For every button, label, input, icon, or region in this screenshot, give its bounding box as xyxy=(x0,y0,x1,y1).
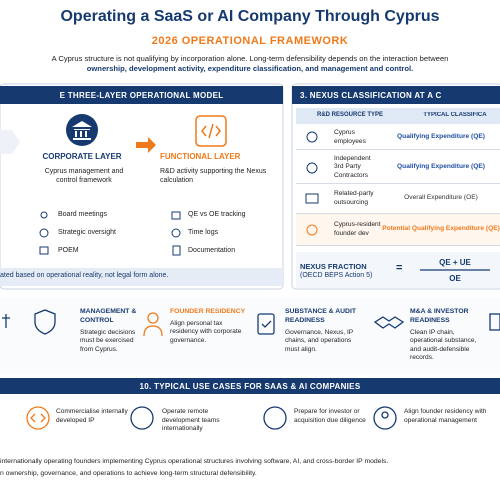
code-glyph xyxy=(201,123,221,139)
model-note-bg xyxy=(0,268,283,286)
cell: Overall Expenditure (OE) xyxy=(404,194,478,202)
subtitle: 2026 OPERATIONAL FRAMEWORK xyxy=(151,35,349,47)
layer-item: Board meetings xyxy=(58,211,108,218)
layer-desc: Cyprus management and control framework xyxy=(44,168,124,184)
table-row: Independent 3rd Party Contractors Qualify… xyxy=(296,152,500,184)
table-row: Related-party outsourcing Overall Expendi… xyxy=(296,184,500,214)
row-highlight xyxy=(296,214,500,246)
use-case: Operate remote development teams interna… xyxy=(162,408,220,433)
pillar-text: Governance, Nexus, IP chains, and operat… xyxy=(285,328,354,353)
fraction-label: NEXUS FRACTION xyxy=(300,262,367,271)
model-panel xyxy=(0,83,284,290)
title: Operating a SaaS or AI Company Through C… xyxy=(60,8,440,25)
cell: Potential Qualifying Expenditure (QE) xyxy=(382,225,500,233)
footer-line: internationally operating founders imple… xyxy=(0,458,389,465)
use-case-icons xyxy=(26,406,397,430)
pillar-title: SUBSTANCE & AUDIT READINESS xyxy=(285,308,356,324)
cell: Cyprus employees xyxy=(334,129,366,145)
layer-item: Time logs xyxy=(188,229,219,236)
table-row: Cyprus employees Qualifying Expenditure (… xyxy=(296,126,500,150)
column-header: R&D RESOURCE TYPE xyxy=(316,112,383,118)
bank-glyph xyxy=(72,121,92,140)
intro-text: A Cyprus structure is not qualifying by … xyxy=(51,54,449,63)
use-case: Prepare for investor or acquisition due … xyxy=(294,408,366,424)
cell: Related-party outsourcing xyxy=(334,190,374,206)
layer-title: FUNCTIONAL LAYER xyxy=(160,152,241,161)
layer-item: QE vs OE tracking xyxy=(188,211,246,218)
fraction-denominator: OE xyxy=(449,274,461,283)
pillar: MANAGEMENT & CONTROL Strategic decisions … xyxy=(80,308,138,354)
layer-title: CORPORATE LAYER xyxy=(42,152,122,161)
pillar-text: Clean IP chain, operational substance, a… xyxy=(410,328,477,362)
pillar: M&A & INVESTOR READINESS Clean IP chain, … xyxy=(410,308,488,363)
footer-line: n ownership, governance, and operations … xyxy=(0,470,257,477)
nexus-heading: 3. NEXUS CLASSIFICATION AT A C xyxy=(292,86,500,104)
layer-desc: R&D activity supporting the Nexus calcul… xyxy=(160,168,267,184)
pillar-text: Align personal tax residency with corpor… xyxy=(170,319,242,344)
pillars-bg xyxy=(0,298,500,374)
use-case: Align founder residency with operational… xyxy=(404,408,487,424)
layer-item: Documentation xyxy=(188,247,236,254)
arrow xyxy=(0,130,20,154)
cell: Qualifying Expenditure (QE) xyxy=(397,163,485,171)
model-heading: E THREE-LAYER OPERATIONAL MODEL xyxy=(0,86,283,104)
pillar: FOUNDER RESIDENCY Align personal tax resi… xyxy=(170,308,248,346)
use-cases-heading: 10. TYPICAL USE CASES FOR SAAS & AI COMP… xyxy=(0,378,500,394)
model-note: ated based on operational reality, not l… xyxy=(0,272,169,279)
cell: Independent 3rd Party Contractors xyxy=(334,155,371,179)
table-row: Cyprus-resident founder dev Potential Qua… xyxy=(296,214,500,246)
row-icon xyxy=(306,224,318,236)
pillar: SUBSTANCE & AUDIT READINESS Governance, N… xyxy=(285,308,363,354)
pillar-title: MANAGEMENT & CONTROL xyxy=(80,308,137,324)
layer-item: POEM xyxy=(58,247,79,254)
pillar-title: FOUNDER RESIDENCY xyxy=(170,308,246,315)
pillar-title: M&A & INVESTOR READINESS xyxy=(410,308,469,324)
table-header-bg xyxy=(296,108,500,124)
column-header: TYPICAL CLASSIFICA xyxy=(423,112,487,118)
item-icons xyxy=(39,211,181,256)
intro: A Cyprus structure is not qualifying by … xyxy=(0,54,500,75)
founder-icon xyxy=(143,312,163,337)
cell: Cyprus-resident founder dev xyxy=(334,221,381,237)
arrow xyxy=(136,137,156,153)
cell: Qualifying Expenditure (QE) xyxy=(397,133,485,141)
use-case: Commercialise internally developed IP xyxy=(56,408,128,424)
fraction-numerator: QE + UE xyxy=(439,258,471,267)
row-icons xyxy=(305,131,319,204)
intro-bold: ownership, development activity, expendi… xyxy=(86,64,414,74)
pillar-text: Strategic decisions must be exercised fr… xyxy=(80,328,136,353)
fraction-source: (OECD BEPS Action 5) xyxy=(300,272,373,279)
layer-item: Strategic oversight xyxy=(58,229,116,236)
pillar-icons xyxy=(2,309,500,335)
fraction-equals: = xyxy=(396,262,403,274)
